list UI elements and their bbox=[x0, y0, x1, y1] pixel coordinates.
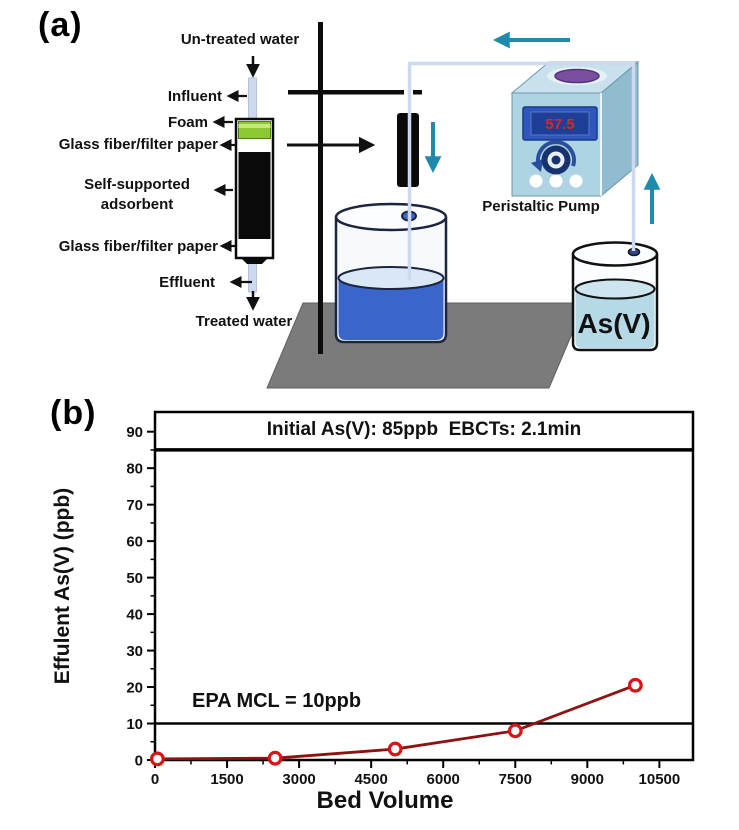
knob-rotation-arrowhead bbox=[531, 159, 543, 172]
data-point bbox=[627, 677, 643, 693]
beaker-water bbox=[338, 278, 444, 340]
x-tick-label: 7500 bbox=[499, 771, 532, 788]
y-tick-label: 80 bbox=[126, 461, 143, 478]
x-axis-title: Bed Volume bbox=[316, 787, 454, 814]
asv-feed-beaker: As(V) bbox=[571, 241, 659, 352]
stand-rod bbox=[318, 22, 323, 354]
y-tick-label: 60 bbox=[126, 534, 143, 551]
epa-mcl-label: EPA MCL = 10ppb bbox=[192, 690, 362, 712]
label-foam: Foam bbox=[167, 114, 208, 131]
label-glass-fiber-top: Glass fiber/filter paper bbox=[58, 136, 218, 153]
y-tick-label: 90 bbox=[126, 424, 143, 441]
label-adsorbent-line1: Self-supported bbox=[84, 176, 190, 193]
column-outlet-taper bbox=[240, 257, 269, 264]
label-untreated-water: Un-treated water bbox=[180, 31, 300, 48]
pump-button-2 bbox=[549, 174, 563, 188]
x-tick-label: 1500 bbox=[210, 771, 243, 788]
label-peristaltic-pump: Peristaltic Pump bbox=[482, 198, 600, 215]
y-tick-label: 10 bbox=[126, 716, 143, 733]
pump-display-panel bbox=[530, 111, 590, 136]
x-tick-label: 0 bbox=[151, 771, 159, 788]
pump-button-1 bbox=[529, 174, 543, 188]
label-adsorbent-line2: adsorbent bbox=[100, 196, 174, 213]
data-point bbox=[267, 750, 283, 766]
adsorption-column bbox=[234, 117, 275, 264]
y-tick-label: 40 bbox=[126, 607, 143, 624]
pump-knob-center bbox=[551, 155, 561, 165]
label-influent: Influent bbox=[167, 88, 222, 105]
apparatus-diagram: 57.5 As(V) bbox=[212, 22, 661, 389]
asv-beaker-label: As(V) bbox=[577, 308, 650, 339]
label-treated-water: Treated water bbox=[195, 313, 293, 330]
x-tick-label: 3000 bbox=[282, 771, 315, 788]
plot-frame bbox=[153, 410, 695, 762]
y-tick-label: 70 bbox=[126, 497, 143, 514]
x-tick-label: 10500 bbox=[639, 771, 681, 788]
label-glass-fiber-bottom: Glass fiber/filter paper bbox=[58, 238, 218, 255]
x-tick-label: 9000 bbox=[571, 771, 604, 788]
column-foam-highlight bbox=[238, 124, 271, 128]
beaker-water-surface bbox=[337, 266, 445, 290]
data-point bbox=[150, 751, 165, 767]
pump-rotor-port bbox=[554, 68, 600, 84]
x-tick-label: 4500 bbox=[354, 771, 387, 788]
y-tick-label: 0 bbox=[135, 753, 143, 770]
panel-a-label: (a) bbox=[38, 6, 83, 44]
clamp-bar bbox=[288, 90, 404, 95]
knob-rotation-arrow-icon bbox=[536, 140, 576, 167]
data-point bbox=[387, 741, 403, 757]
pump-button-3 bbox=[569, 174, 583, 188]
asv-beaker-water bbox=[575, 289, 655, 348]
y-tick-label: 30 bbox=[126, 643, 143, 660]
x-tick-label: 6000 bbox=[427, 771, 460, 788]
y-tick-label: 20 bbox=[126, 680, 143, 697]
column-adsorbent-layer bbox=[238, 152, 271, 239]
asv-water-surface bbox=[574, 278, 656, 300]
data-point bbox=[507, 723, 523, 739]
y-tick-label: 50 bbox=[126, 570, 143, 587]
pump-display-readout: 57.5 bbox=[545, 116, 574, 133]
clamp-bar-end bbox=[413, 90, 422, 95]
beaker-rim bbox=[334, 202, 448, 232]
label-effluent: Effluent bbox=[159, 274, 215, 291]
collection-beaker bbox=[334, 202, 448, 344]
peristaltic-pump: 57.5 bbox=[510, 60, 640, 198]
panel-b-label: (b) bbox=[50, 394, 97, 432]
y-axis-title: Effulent As(V) (ppb) bbox=[51, 487, 74, 685]
chart-annotation: Initial As(V): 85ppb EBCTs: 2.1min bbox=[266, 419, 582, 440]
